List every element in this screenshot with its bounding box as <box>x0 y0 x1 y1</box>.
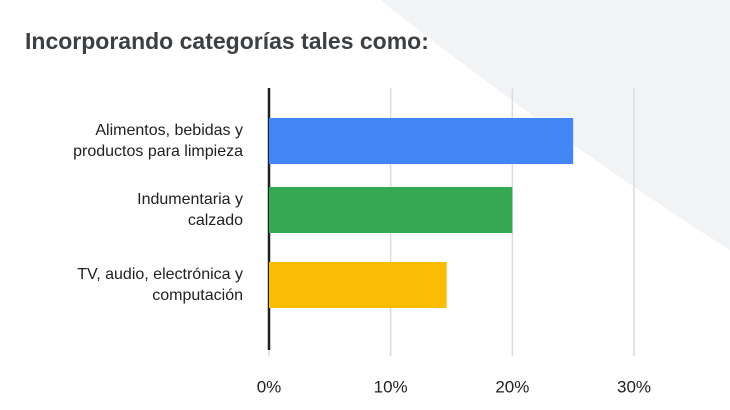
bar <box>269 118 574 164</box>
y-tick-label: TV, audio, electrónica y computación <box>77 266 243 304</box>
bar <box>269 262 447 308</box>
chart-title: Incorporando categorías tales como: <box>25 28 429 54</box>
y-tick-label: Alimentos, bebidas y productos para limp… <box>73 122 243 160</box>
bar <box>269 187 513 233</box>
y-tick-label: Indumentaria y calzado <box>137 191 243 229</box>
x-tick-label: 0% <box>257 377 282 396</box>
x-tick-label: 30% <box>617 377 651 396</box>
x-tick-label: 10% <box>374 377 408 396</box>
x-tick-label: 20% <box>495 377 529 396</box>
